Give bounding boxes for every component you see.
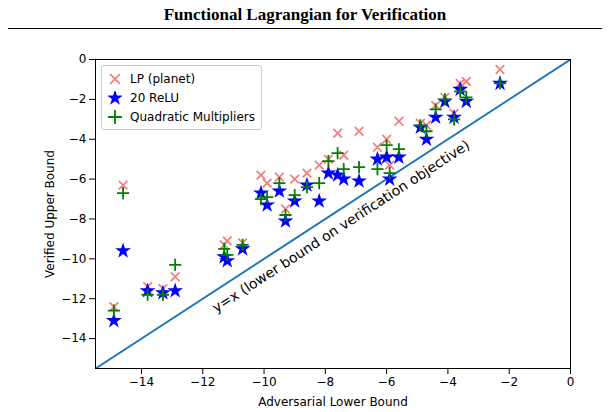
svg-text:−6: −6 [69,172,87,186]
svg-text:y=x (lower bound on verificati: y=x (lower bound on verification objecti… [209,137,472,316]
html-text:20 ReLU: 20 ReLU [130,90,180,105]
html-text:LP (planet): LP (planet) [130,71,196,86]
svg-text:−14: −14 [61,331,86,345]
svg-text:−10: −10 [61,252,86,266]
svg-text:−8: −8 [69,212,87,226]
svg-text:−12: −12 [190,375,215,389]
html-text:Quadratic Multipliers: Quadratic Multipliers [130,109,255,124]
svg-text:−14: −14 [129,375,154,389]
svg-text:−4: −4 [69,132,87,146]
svg-text:−2: −2 [69,92,87,106]
svg-text:−12: −12 [61,292,86,306]
svg-text:−8: −8 [316,375,334,389]
svg-text:−10: −10 [251,375,276,389]
html-text:Functional Lagrangian for Veri: Functional Lagrangian for Verification [163,5,447,24]
svg-text:−4: −4 [439,375,457,389]
svg-text:0: 0 [79,52,87,66]
svg-text:0: 0 [567,375,575,389]
svg-text:−2: −2 [500,375,518,389]
svg-text:Adversarial Lower Bound: Adversarial Lower Bound [258,395,408,409]
svg-text:−6: −6 [378,375,396,389]
svg-text:Verified Upper Bound: Verified Upper Bound [43,150,57,278]
